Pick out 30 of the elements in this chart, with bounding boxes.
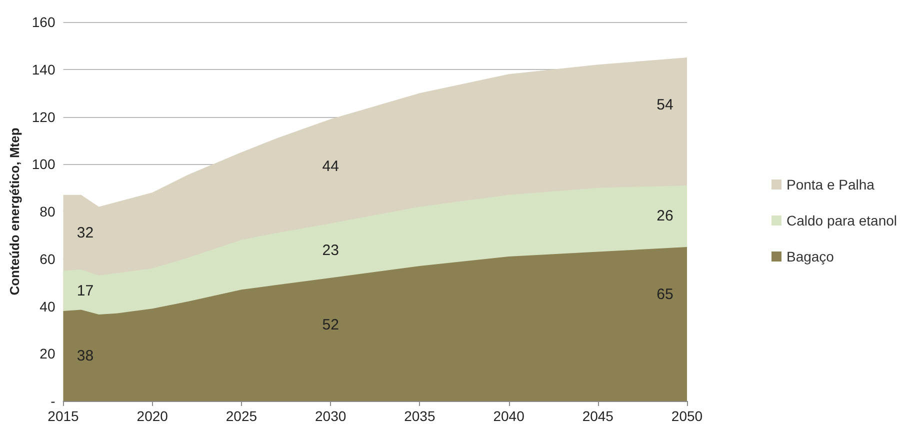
legend-label: Ponta e Palha <box>786 176 875 192</box>
data-label: 26 <box>656 208 674 225</box>
y-tick-label: 100 <box>32 156 56 172</box>
y-tick-label: 40 <box>40 298 56 314</box>
x-tick-label: 2050 <box>671 408 703 424</box>
x-tick-label: 2030 <box>315 408 346 424</box>
data-label: 52 <box>322 316 339 334</box>
x-tick-label: 2040 <box>493 408 525 424</box>
data-label: 44 <box>322 158 339 175</box>
y-tick-label: 20 <box>40 346 56 362</box>
data-label: 17 <box>76 282 94 300</box>
data-label: 23 <box>322 242 339 260</box>
x-tick-label: 2020 <box>136 408 168 424</box>
y-tick-label: 160 <box>32 14 56 30</box>
x-tick-label: 2035 <box>404 408 436 424</box>
y-axis-title: Conteúdo energético, Mtep <box>7 128 22 296</box>
data-label: 54 <box>656 96 674 114</box>
y-tick-label: 80 <box>40 204 56 220</box>
x-tick-label: 2025 <box>226 408 258 424</box>
data-label: 65 <box>656 286 674 303</box>
legend-label: Bagaço <box>786 248 834 264</box>
y-tick-label: - <box>50 393 56 409</box>
x-tick-label: 2045 <box>582 408 614 424</box>
y-tick-label: 140 <box>32 61 56 78</box>
data-label: 32 <box>76 224 94 242</box>
x-tick-label: 2015 <box>48 408 80 424</box>
y-tick-label: 60 <box>40 250 56 267</box>
legend-label: Caldo para etanol <box>786 212 898 228</box>
y-tick-label: 120 <box>32 108 56 125</box>
data-label: 38 <box>76 347 94 364</box>
